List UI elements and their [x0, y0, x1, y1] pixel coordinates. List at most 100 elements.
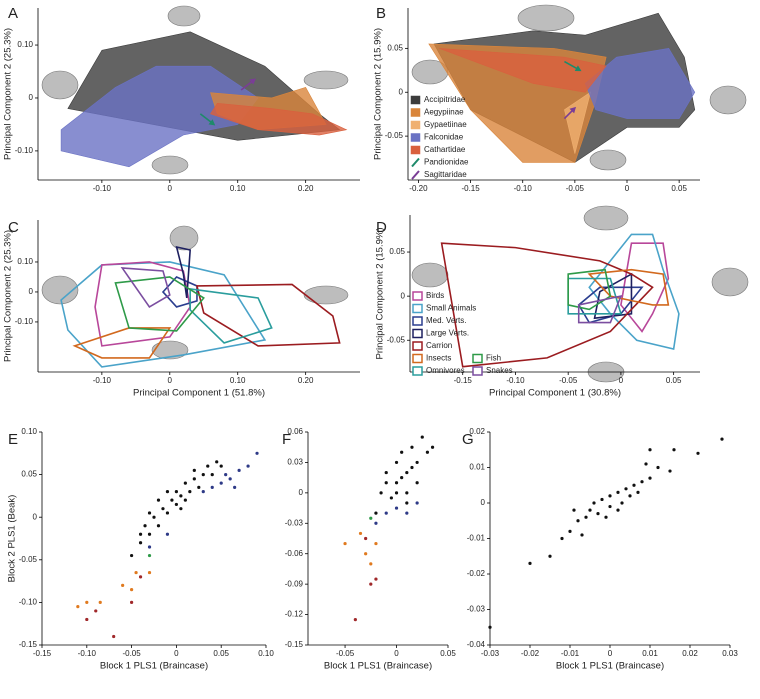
point	[130, 600, 134, 605]
legend-label: Falconidae	[424, 133, 464, 142]
y-axis-label: Principal Component 2 (15.9%)	[375, 227, 386, 359]
hull	[175, 245, 192, 299]
point	[183, 498, 187, 502]
point	[600, 497, 604, 502]
point	[405, 470, 409, 475]
x-tick-label: 0.01	[642, 649, 658, 658]
point	[147, 532, 152, 536]
point	[98, 600, 102, 605]
point	[425, 450, 430, 454]
point	[576, 519, 580, 523]
point	[219, 464, 223, 468]
x-tick-label: 0	[168, 184, 173, 193]
point	[179, 494, 183, 498]
legend-label: Snakes	[486, 366, 513, 375]
arrow	[563, 106, 577, 120]
point	[608, 494, 612, 498]
point	[174, 502, 178, 507]
panel-letter: B	[376, 5, 386, 22]
panel: F -0.05 0 0.05 0.06 0.03 0 -0.03 -0.06 -0.09 -0.12…	[282, 427, 456, 671]
point	[394, 481, 399, 485]
y-tick-label: 0	[29, 287, 34, 296]
point	[192, 477, 196, 481]
x-tick-label: -0.10	[514, 184, 533, 193]
legend-label: Birds	[426, 291, 444, 300]
y-tick-label: 0	[33, 512, 38, 521]
hull	[114, 276, 205, 332]
point	[364, 536, 368, 541]
y-tick-label: -0.10	[15, 146, 34, 155]
point	[85, 617, 89, 622]
panel: E -0.15 -0.10 -0.05 0 0.05 0.10 0.10 0.05 0 -0.05 -…	[7, 427, 275, 671]
legend-swatch	[472, 353, 483, 364]
point	[374, 511, 378, 515]
point	[201, 473, 205, 477]
y-tick-label: -0.04	[467, 640, 486, 649]
point	[374, 541, 378, 546]
point	[568, 529, 572, 534]
legend-swatch	[412, 303, 423, 314]
legend-label: Med. Verts.	[426, 316, 466, 325]
legend-label: Large Verts.	[426, 329, 469, 338]
point	[143, 524, 147, 528]
x-tick-label: 0.10	[258, 649, 274, 658]
x-tick-label: -0.10	[93, 376, 112, 385]
legend-swatch	[472, 366, 483, 376]
hull	[439, 48, 607, 93]
point	[696, 451, 700, 455]
x-tick-label: -0.03	[481, 649, 500, 658]
point	[358, 531, 363, 536]
arrow	[199, 113, 216, 126]
y-tick-label: -0.03	[285, 518, 304, 527]
point	[215, 460, 219, 464]
point	[174, 490, 178, 494]
point	[197, 485, 201, 489]
hull	[120, 267, 171, 309]
x-tick-label: 0.10	[230, 184, 246, 193]
point	[130, 553, 134, 558]
x-tick-label: 0.20	[298, 184, 314, 193]
point	[548, 554, 552, 558]
x-tick-label: -0.20	[409, 184, 428, 193]
point	[219, 481, 223, 485]
legend-swatch	[410, 133, 421, 142]
point	[560, 536, 564, 541]
x-tick-label: 0	[168, 376, 173, 385]
point	[165, 490, 170, 494]
x-tick-label: -0.02	[521, 649, 540, 658]
point	[147, 511, 152, 515]
x-tick-label: -0.05	[122, 649, 141, 658]
point	[183, 481, 187, 485]
y-tick-label: -0.12	[285, 610, 304, 619]
point	[672, 448, 676, 452]
y-tick-label: 0.05	[387, 43, 403, 52]
hull	[210, 102, 348, 136]
point	[237, 468, 241, 472]
hull	[72, 327, 172, 359]
panel-letter: E	[8, 431, 18, 448]
x-axis-label: Principal Component 1 (51.8%)	[133, 388, 265, 399]
x-axis-label: Block 1 PLS1 (Braincase)	[324, 661, 432, 672]
x-tick-label: -0.05	[566, 184, 585, 193]
y-tick-label: 0	[401, 291, 406, 300]
point	[165, 532, 170, 536]
hull	[60, 261, 267, 368]
panel: G -0.03 -0.02 -0.01 0 0.01 0.02 0.03 0.02 0.01 0 -0…	[462, 427, 738, 671]
y-tick-label: 0.10	[21, 427, 37, 436]
x-tick-label: 0	[619, 376, 624, 385]
legend-label: Cathartidae	[424, 145, 466, 154]
x-tick-label: -0.10	[506, 376, 525, 385]
point	[405, 501, 409, 505]
panel-letter: G	[462, 431, 474, 448]
x-tick-label: -0.15	[461, 184, 480, 193]
panel: D-0.15 -0.10 -0.05 0 0.050.050-0.05Principal…	[375, 215, 700, 399]
x-tick-label: 0.05	[671, 184, 687, 193]
point	[400, 476, 404, 480]
skull-icons	[41, 4, 749, 383]
x-tick-label: -0.10	[93, 184, 112, 193]
point	[165, 511, 170, 515]
y-tick-label: 0.10	[17, 40, 33, 49]
y-tick-label: 0.06	[287, 427, 303, 436]
point	[179, 507, 183, 511]
